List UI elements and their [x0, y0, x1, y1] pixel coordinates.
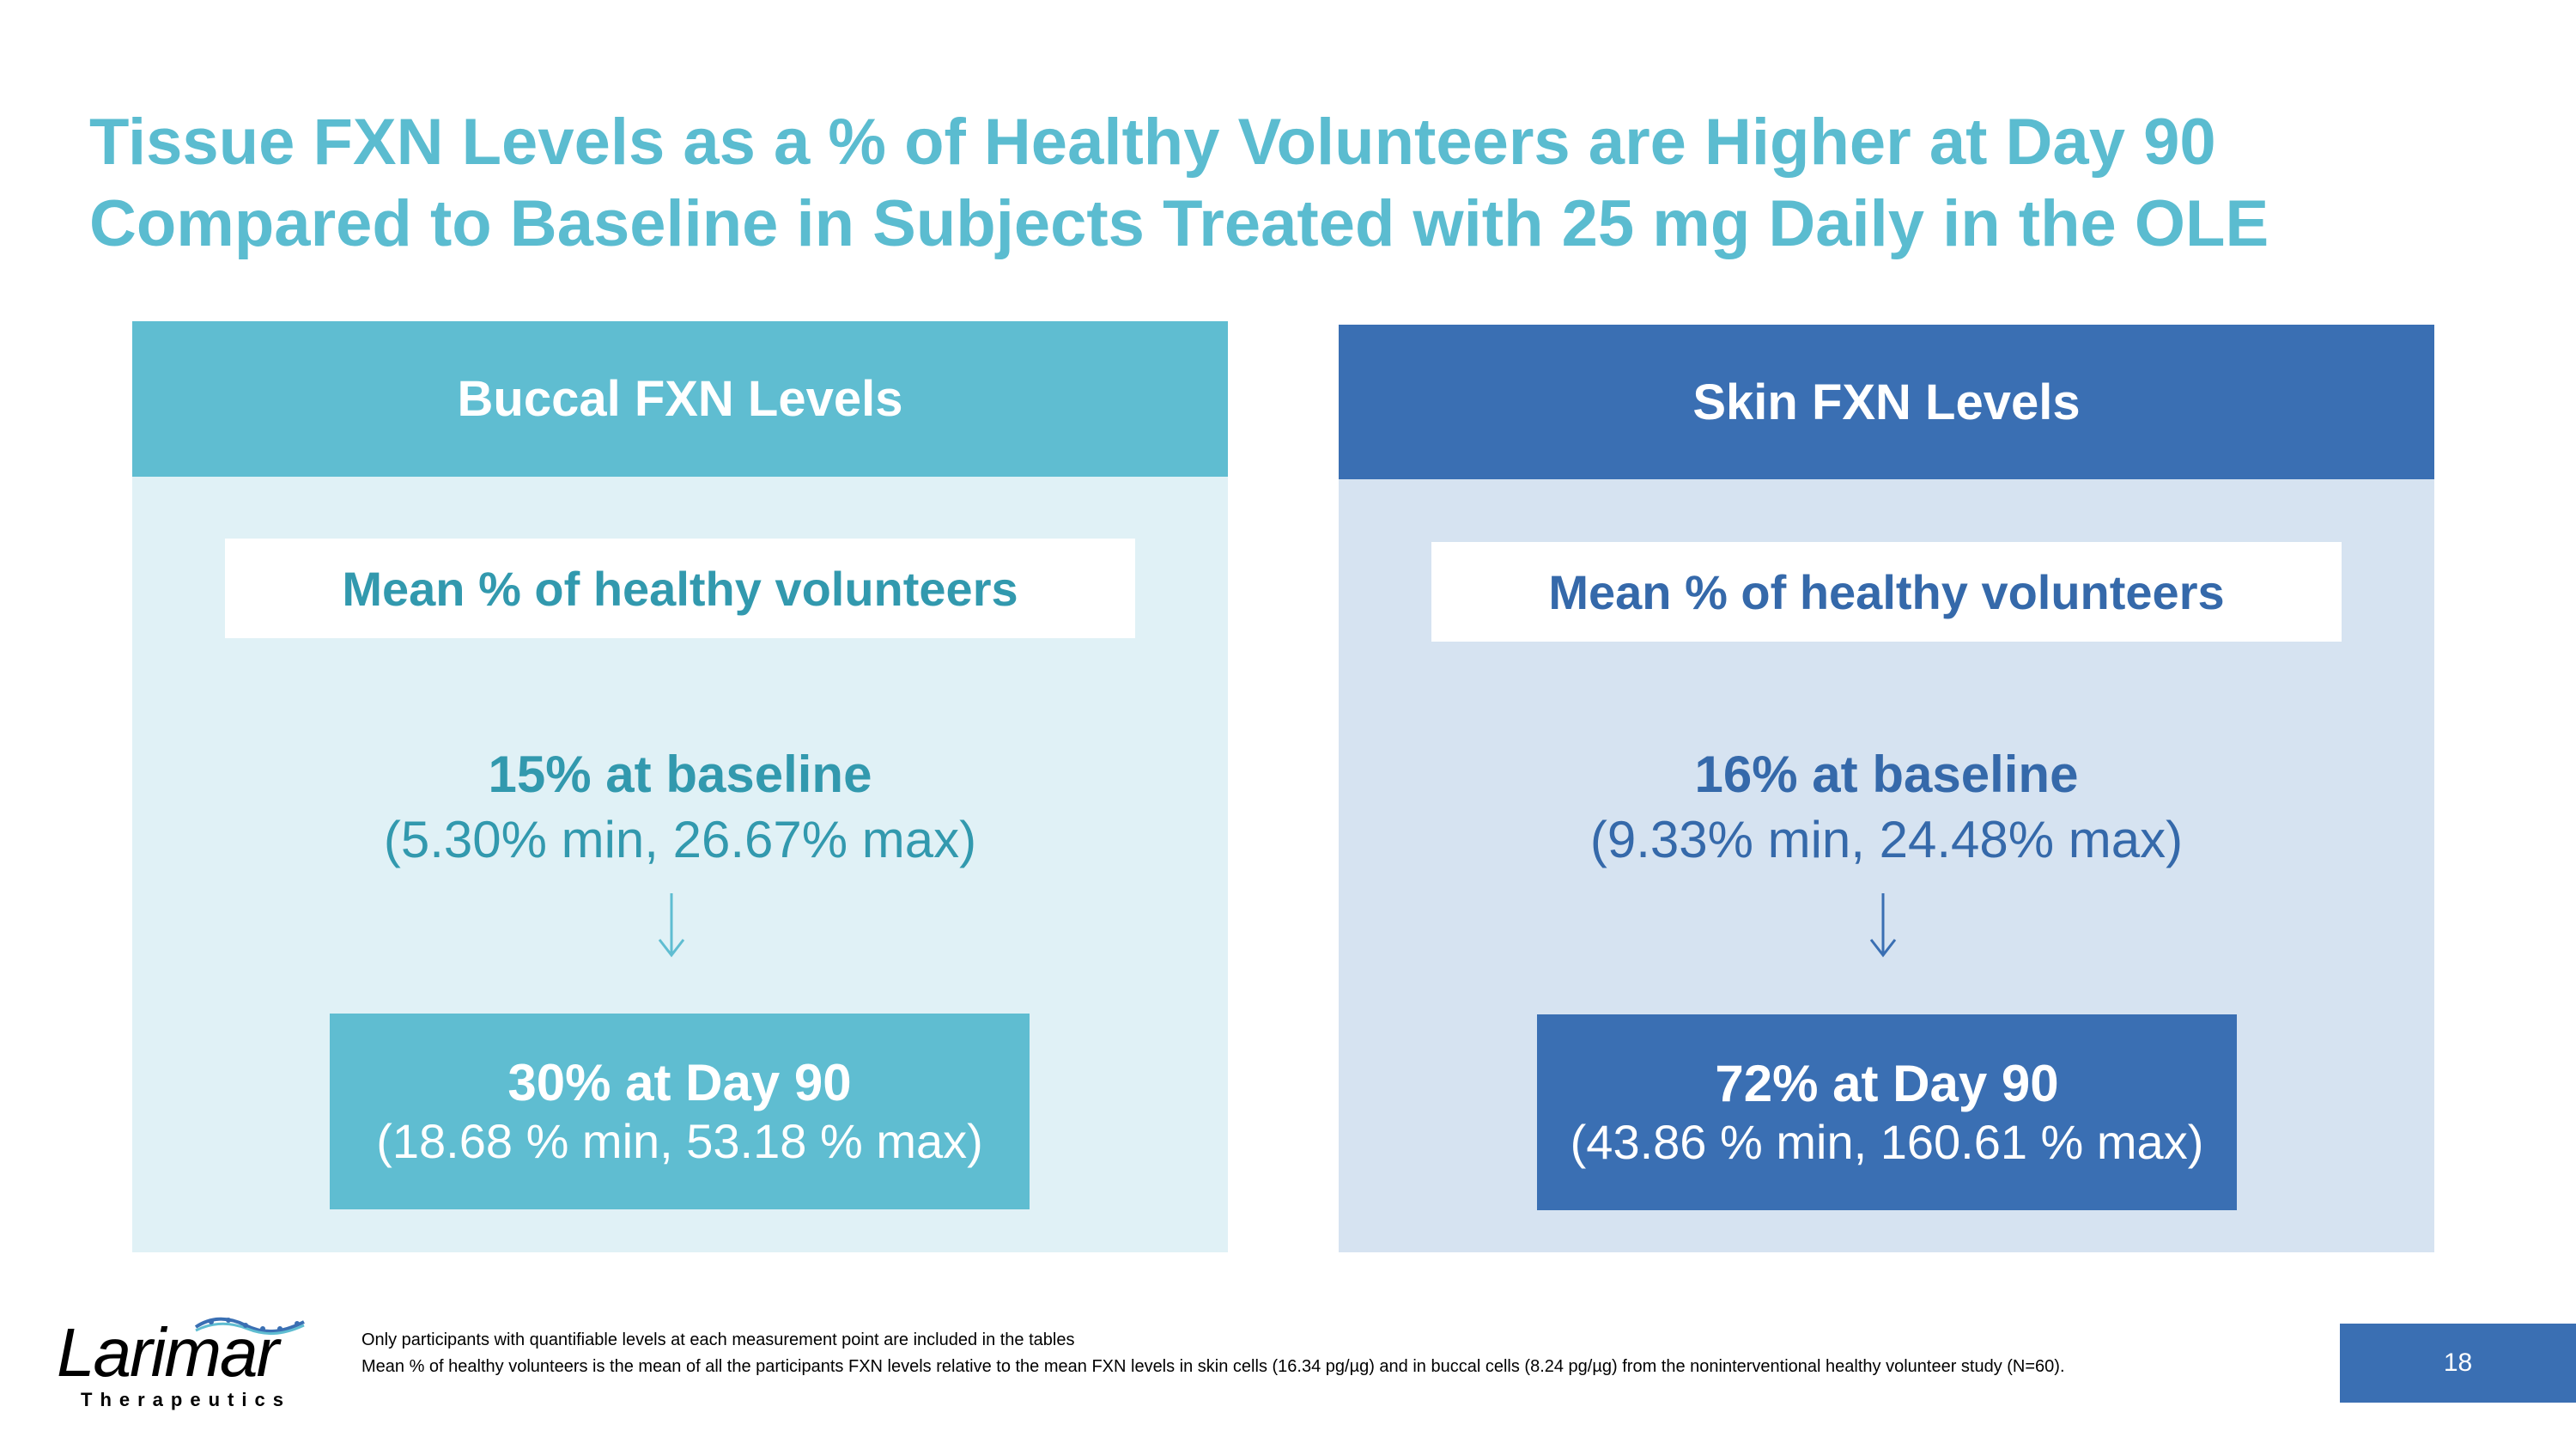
- skin-baseline: 16% at baseline (9.33% min, 24.48% max): [1339, 742, 2434, 873]
- slide-title-line-1: Tissue FXN Levels as a % of Healthy Volu…: [89, 106, 2216, 179]
- buccal-panel: Buccal FXN Levels Mean % of healthy volu…: [132, 321, 1228, 1252]
- logo-wordmark: Larimar: [57, 1314, 279, 1391]
- skin-panel: Skin FXN Levels Mean % of healthy volunt…: [1339, 325, 2434, 1252]
- logo-tagline: Therapeutics: [81, 1389, 291, 1410]
- skin-day90-value: 72% at Day 90: [1715, 1055, 2059, 1112]
- slide-title: Tissue FXN Levels as a % of Healthy Volu…: [89, 101, 2545, 265]
- skin-panel-header: Skin FXN Levels: [1339, 325, 2434, 479]
- footnotes: Only participants with quantifiable leve…: [361, 1327, 2208, 1380]
- skin-day90-box: 72% at Day 90 (43.86 % min, 160.61 % max…: [1537, 1014, 2237, 1210]
- down-arrow-icon: [1869, 893, 1897, 958]
- page-number: 18: [2340, 1324, 2576, 1403]
- larimar-logo: Larimar Therapeutics: [57, 1314, 314, 1413]
- buccal-baseline: 15% at baseline (5.30% min, 26.67% max): [132, 742, 1228, 873]
- footnote-2: Mean % of healthy volunteers is the mean…: [361, 1357, 2065, 1376]
- buccal-baseline-range: (5.30% min, 26.67% max): [383, 811, 977, 868]
- skin-baseline-range: (9.33% min, 24.48% max): [1589, 811, 2184, 868]
- skin-subhead: Mean % of healthy volunteers: [1431, 542, 2342, 642]
- down-arrow-icon: [658, 893, 685, 958]
- buccal-day90-value: 30% at Day 90: [507, 1054, 852, 1111]
- buccal-subhead: Mean % of healthy volunteers: [225, 539, 1135, 638]
- buccal-panel-header: Buccal FXN Levels: [132, 321, 1228, 477]
- buccal-day90-box: 30% at Day 90 (18.68 % min, 53.18 % max): [330, 1014, 1030, 1209]
- helix-logo-icon: [194, 1317, 305, 1336]
- buccal-day90-range: (18.68 % min, 53.18 % max): [376, 1114, 983, 1168]
- buccal-baseline-value: 15% at baseline: [488, 746, 872, 803]
- footnote-1: Only participants with quantifiable leve…: [361, 1330, 1075, 1349]
- skin-baseline-value: 16% at baseline: [1694, 746, 2079, 803]
- slide-title-line-2: Compared to Baseline in Subjects Treated…: [89, 187, 2269, 260]
- skin-day90-range: (43.86 % min, 160.61 % max): [1570, 1115, 2204, 1169]
